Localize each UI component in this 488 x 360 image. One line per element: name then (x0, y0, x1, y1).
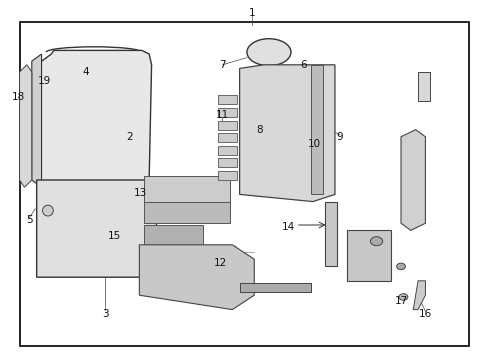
Text: 9: 9 (336, 132, 343, 142)
Polygon shape (239, 65, 334, 202)
Polygon shape (37, 180, 156, 277)
Ellipse shape (398, 294, 407, 300)
Ellipse shape (396, 263, 405, 270)
Bar (144, 202, 229, 223)
Text: 7: 7 (219, 60, 225, 70)
Text: 16: 16 (418, 309, 431, 319)
Text: 11: 11 (215, 110, 229, 120)
Text: 4: 4 (82, 67, 89, 77)
Text: 19: 19 (37, 76, 51, 86)
Text: 6: 6 (299, 60, 306, 70)
Polygon shape (37, 50, 151, 194)
Text: 8: 8 (255, 125, 262, 135)
Bar (217, 108, 237, 117)
Text: 18: 18 (12, 92, 25, 102)
Polygon shape (32, 54, 41, 187)
Bar (346, 230, 390, 281)
Text: 10: 10 (307, 139, 320, 149)
Text: 17: 17 (393, 296, 407, 306)
Text: 3: 3 (102, 309, 108, 319)
Polygon shape (417, 72, 429, 101)
Ellipse shape (370, 237, 382, 246)
Text: 15: 15 (108, 231, 122, 241)
Text: 1: 1 (248, 8, 255, 18)
Bar (239, 283, 310, 292)
Bar (144, 225, 203, 245)
Bar (20, 22, 468, 346)
Bar (144, 176, 229, 202)
Bar (217, 121, 237, 130)
Polygon shape (325, 202, 337, 266)
Bar (310, 65, 322, 194)
Text: 12: 12 (213, 258, 226, 268)
Text: 5: 5 (26, 215, 33, 225)
Bar (217, 146, 237, 155)
Text: 13: 13 (134, 188, 147, 198)
Bar (217, 133, 237, 142)
Bar (217, 95, 237, 104)
Text: 14: 14 (281, 222, 295, 232)
Bar (217, 158, 237, 167)
Ellipse shape (42, 205, 53, 216)
Polygon shape (400, 130, 425, 230)
Text: 2: 2 (126, 132, 133, 142)
Bar (217, 171, 237, 180)
Polygon shape (20, 65, 32, 187)
Polygon shape (412, 281, 425, 310)
Polygon shape (139, 245, 254, 310)
Ellipse shape (246, 39, 290, 66)
